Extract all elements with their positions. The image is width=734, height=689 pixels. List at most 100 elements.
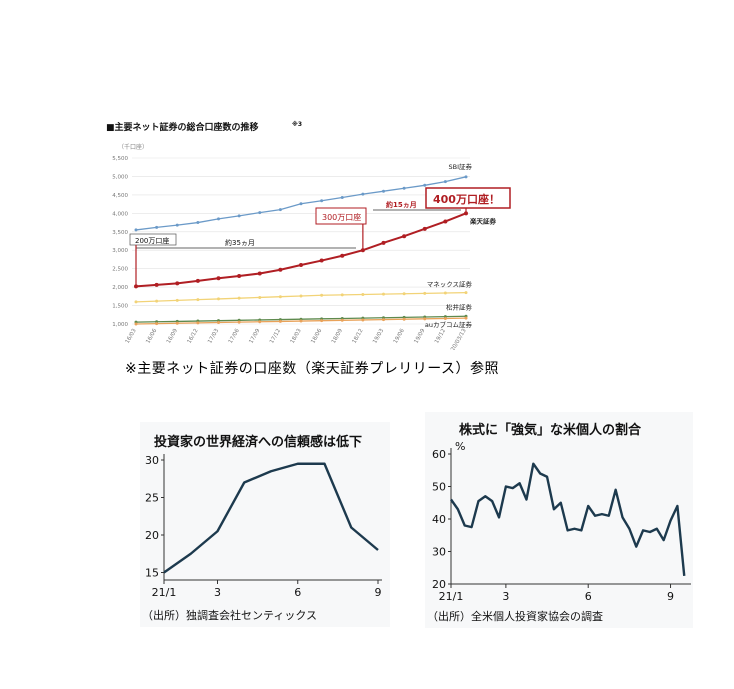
y-tick-label: 60 — [432, 448, 446, 461]
top-data-point — [237, 320, 241, 324]
x-tick-label: 6 — [585, 590, 592, 603]
y-tick-label: 40 — [432, 513, 446, 526]
top-data-point — [155, 225, 159, 229]
top-series-label: SBI証券 — [448, 162, 472, 171]
y-tick-label: 20 — [432, 578, 446, 591]
top-data-point — [402, 234, 407, 239]
top-data-point — [422, 226, 427, 231]
top-data-point — [154, 282, 159, 287]
top-series-label: マネックス証券 — [427, 280, 473, 289]
top-data-point — [258, 295, 262, 299]
top-data-point — [175, 223, 179, 227]
top-data-point — [382, 318, 385, 322]
top-data-point — [320, 199, 324, 203]
top-data-point — [134, 300, 138, 304]
top-x-tick-label: 16/03 — [125, 328, 138, 345]
annotation-200: 200万口座 — [135, 236, 169, 245]
top-chart-caption: ※主要ネット証券の口座数（楽天証券プレリリース）参照 — [125, 361, 500, 377]
top-data-point — [381, 240, 386, 245]
top-x-tick-label: 19/06 — [393, 328, 406, 345]
x-tick-label: 9 — [375, 586, 382, 599]
sentiment-title: 投資家の世界経済への信頼感は低下 — [154, 434, 362, 450]
top-data-point — [134, 322, 138, 326]
top-data-point — [237, 274, 242, 279]
top-data-point — [278, 267, 283, 272]
top-x-tick-label: 18/12 — [351, 328, 364, 345]
top-data-point — [361, 192, 365, 196]
top-data-point — [278, 319, 282, 323]
top-chart-unit: （千口座） — [118, 143, 148, 151]
account-count-chart: ■主要ネット証券の総合口座数の推移 ※3 （千口座） 1,000 1,500 2,0… — [100, 118, 530, 352]
span-35-label: 約35ヵ月 — [225, 238, 255, 247]
annotation-box-300 — [315, 207, 367, 225]
x-tick-label: 9 — [667, 590, 674, 603]
top-data-point — [443, 180, 447, 184]
top-data-point — [155, 299, 159, 303]
bullish-source: （出所）全米個人投資家協会の調査 — [427, 609, 603, 623]
top-data-point — [237, 296, 241, 300]
top-data-point — [320, 293, 324, 297]
top-data-point — [320, 319, 324, 323]
top-data-point — [443, 316, 447, 320]
top-data-point — [402, 186, 406, 190]
top-y-tick-label: 2,000 — [112, 285, 128, 291]
top-x-tick-label: 16/12 — [186, 328, 199, 345]
top-x-tick-label: 20/03/13 — [450, 328, 468, 350]
top-y-tick-label: 3,500 — [112, 230, 128, 236]
top-data-point — [464, 316, 468, 320]
top-y-tick-label: 4,500 — [112, 193, 128, 199]
x-tick-label: 3 — [214, 586, 221, 599]
top-data-point — [402, 292, 406, 296]
bullish-series — [450, 462, 686, 576]
top-x-tick-label: 17/03 — [207, 328, 220, 345]
x-tick-label: 3 — [502, 590, 509, 603]
top-data-point — [258, 320, 262, 324]
top-series-label: auカブコム証券 — [425, 320, 473, 329]
top-x-tick-label: 16/09 — [166, 328, 179, 345]
top-data-point — [319, 258, 324, 263]
top-data-point — [464, 291, 468, 295]
top-data-point — [340, 253, 345, 258]
span-15-label: 約15ヵ月 — [386, 200, 417, 209]
top-data-point — [196, 321, 200, 325]
top-data-point — [155, 322, 159, 326]
top-x-tick-label: 19/12 — [434, 328, 447, 345]
top-data-point — [134, 284, 138, 289]
top-data-point — [340, 293, 344, 297]
top-data-point — [423, 291, 427, 295]
top-data-point — [402, 317, 406, 321]
top-data-point — [299, 319, 303, 323]
top-data-point — [175, 321, 179, 325]
y-tick-label: 25 — [145, 492, 159, 505]
top-x-tick-label: 18/06 — [310, 328, 323, 345]
top-data-point — [217, 217, 220, 221]
top-y-tick-label: 5,500 — [112, 156, 128, 162]
top-x-tick-label: 17/12 — [269, 328, 282, 345]
top-y-tick-label: 2,500 — [112, 267, 128, 273]
top-y-tick-label: 1,000 — [112, 322, 128, 328]
x-tick-label: 6 — [294, 586, 301, 599]
top-series-label: 松井証券 — [446, 302, 473, 311]
top-x-tick-label: 19/09 — [413, 328, 426, 345]
top-data-point — [217, 321, 220, 325]
top-data-point — [299, 294, 303, 298]
top-data-point — [423, 183, 427, 187]
top-data-point — [361, 318, 365, 322]
y-tick-label: 20 — [145, 529, 159, 542]
bullish-svg: 株式に「強気」な米個人の割合 % 20 30 40 50 60 21/1 3 6 9 （出所）全… — [427, 422, 691, 623]
x-tick-label: 21/1 — [439, 590, 464, 603]
top-data-point — [175, 298, 179, 302]
annotation-box-200 — [129, 233, 177, 246]
top-y-tick-label: 3,000 — [112, 248, 128, 254]
top-data-point — [299, 262, 303, 267]
top-data-point — [443, 219, 448, 224]
top-data-point — [340, 318, 344, 322]
top-data-point — [443, 291, 447, 295]
top-data-point — [257, 271, 262, 276]
top-x-tick-label: 18/03 — [290, 328, 303, 345]
top-data-point — [196, 298, 200, 302]
top-data-point — [382, 189, 385, 193]
sentiment-axes: 15 20 25 30 21/1 3 6 9 — [145, 454, 382, 599]
top-data-point — [217, 297, 220, 301]
